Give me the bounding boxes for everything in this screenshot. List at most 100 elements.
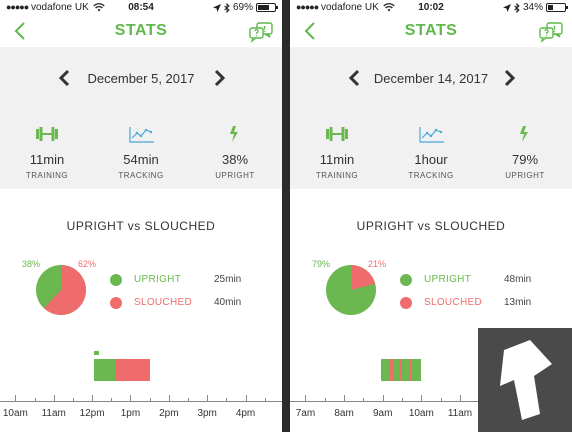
pie-slouched-slice [43, 265, 87, 315]
axis-tick [305, 395, 307, 401]
timeline-segment-upright [393, 359, 399, 381]
axis-hour-label: 9am [372, 408, 393, 419]
bluetooth-icon [224, 2, 230, 13]
stats-header: December 5, 2017 11min TRAINING [0, 47, 282, 189]
stat-training: 11min TRAINING [0, 125, 94, 180]
axis-tick [440, 398, 442, 401]
axis-tick [53, 395, 55, 401]
axis-tick [111, 398, 113, 401]
axis-tick [188, 398, 189, 401]
training-label: TRAINING [25, 171, 69, 180]
brand-logo [478, 328, 572, 432]
timeline-bars [290, 340, 572, 390]
brand-mark-icon [500, 340, 552, 420]
clock: 08:54 [128, 2, 154, 13]
battery-percent: 69% [232, 2, 253, 13]
nav-bar: STATS [0, 16, 282, 46]
chat-help-icon[interactable] [538, 21, 564, 43]
axis-tick [363, 398, 365, 401]
upright-value: 38% [221, 152, 249, 167]
pie-upright-percent: 79% [312, 259, 331, 269]
timeline-segment-upright [380, 359, 391, 381]
lightning-icon [230, 126, 238, 142]
axis-tick [226, 398, 228, 401]
stats-header: December 14, 2017 11min TRAINING [290, 47, 572, 189]
legend-upright: UPRIGHT 25min [110, 273, 270, 289]
timeline-segment-upright [94, 359, 116, 381]
screen-divider [282, 0, 290, 432]
lightning-icon [520, 126, 528, 142]
legend-slouched: SLOUCHED 13min [400, 296, 560, 312]
prev-day-icon[interactable] [348, 69, 362, 87]
axis-tick [15, 395, 17, 401]
carrier: ●●●●● vodafone UK [296, 2, 379, 13]
legend-upright: UPRIGHT 48min [400, 273, 560, 289]
next-day-icon[interactable] [502, 69, 516, 87]
stat-upright: 38% UPRIGHT [188, 125, 282, 180]
chat-help-icon[interactable] [248, 21, 274, 43]
axis-hour-label: 10am [2, 408, 28, 419]
pie-slouched-percent: 21% [368, 259, 387, 269]
bluetooth-icon [514, 2, 520, 13]
next-day-icon[interactable] [212, 69, 226, 87]
upright-label: UPRIGHT [215, 171, 255, 180]
axis-hour-label: 2pm [159, 408, 179, 419]
tracking-value: 54min [123, 152, 159, 167]
axis-tick [34, 398, 36, 401]
legend-upright-label: UPRIGHT [424, 274, 472, 285]
wifi-icon [93, 3, 105, 12]
date-selector: December 5, 2017 [0, 69, 282, 87]
timeline-segment-slouched [115, 359, 150, 381]
stat-training: 11min TRAINING [290, 125, 384, 180]
timeline-segment-slouched [398, 359, 402, 381]
prev-day-icon[interactable] [58, 69, 72, 87]
stat-tracking: 54min TRACKING [94, 125, 188, 180]
date-selector: December 14, 2017 [290, 69, 572, 87]
back-chevron-icon[interactable] [10, 20, 32, 42]
battery-fill [548, 5, 554, 10]
axis-hour-label: 1pm [120, 408, 141, 419]
posture-timeline[interactable]: 10am 11am 12pm 1pm 2pm 3pm 4pm [0, 340, 282, 432]
axis-hour-label: 11am [41, 408, 66, 419]
axis-hour-label: 11am [447, 408, 473, 419]
battery-icon [256, 3, 278, 12]
back-chevron-icon[interactable] [300, 20, 322, 42]
status-bar: ●●●●● vodafone UK 10:02 34% [290, 0, 572, 16]
axis-hour-label: 12pm [79, 408, 105, 419]
nav-bar: STATS [290, 16, 572, 46]
timeline-segment-upright [94, 351, 99, 355]
axis-tick [264, 398, 266, 401]
axis-tick [130, 395, 132, 401]
carrier: ●●●●● vodafone UK [6, 2, 89, 13]
battery-percent: 34% [522, 2, 543, 13]
tracking-label: TRACKING [408, 171, 454, 180]
axis-tick [245, 395, 247, 401]
section-title: UPRIGHT vs SLOUCHED [356, 219, 506, 233]
pie [326, 265, 376, 315]
carrier-name: vodafone UK [320, 2, 379, 13]
legend-slouched-label: SLOUCHED [424, 297, 482, 308]
upright-value: 79% [511, 152, 539, 167]
tracking-value: 1hour [414, 152, 448, 167]
slouched-dot [110, 297, 122, 309]
pie-slouched-percent: 62% [78, 259, 97, 269]
line-chart-icon [129, 127, 154, 143]
current-date: December 5, 2017 [87, 71, 195, 86]
legend-upright-minutes: 25min [214, 274, 242, 285]
training-label: TRAINING [315, 171, 359, 180]
upright-dot [110, 274, 122, 286]
legend-slouched-label: SLOUCHED [134, 297, 192, 308]
status-right: 34% [502, 2, 568, 13]
clock: 10:02 [418, 2, 444, 13]
status-right: 69% [212, 2, 278, 13]
page-title: STATS [404, 22, 458, 39]
line-chart-icon [419, 127, 444, 143]
axis-tick [168, 395, 170, 401]
legend-upright-label: UPRIGHT [134, 274, 182, 285]
pie-upright-percent: 38% [22, 259, 41, 269]
stats-screen-dec-5: ●●●●● vodafone UK 08:54 69% STATS [0, 0, 282, 432]
location-arrow-icon [502, 3, 511, 12]
section-title: UPRIGHT vs SLOUCHED [66, 219, 216, 233]
legend-upright-minutes: 48min [504, 274, 532, 285]
training-value: 11min [29, 152, 65, 167]
